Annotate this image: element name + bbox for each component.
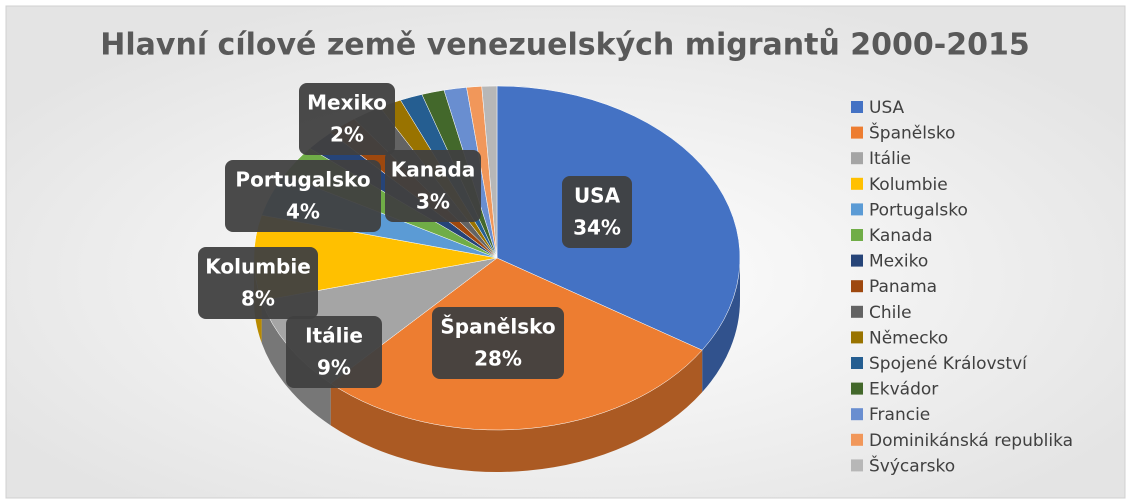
legend-swatch: [851, 177, 863, 190]
legend-label: Španělsko: [869, 122, 955, 144]
data-label-name: Mexiko: [307, 91, 387, 115]
legend-label: Francie: [869, 405, 930, 425]
data-label-value: 4%: [286, 200, 320, 224]
data-label-value: 28%: [474, 347, 522, 371]
legend-swatch: [851, 331, 863, 344]
data-label-box: [432, 307, 564, 379]
legend-label: Panama: [869, 277, 937, 297]
legend-swatch: [851, 280, 863, 293]
legend: USA Španělsko Itálie Kolumbie Portugalsko Kan…: [851, 98, 1073, 476]
legend-swatch: [851, 459, 863, 472]
legend-label: Portugalsko: [869, 200, 968, 220]
legend-label: Německo: [869, 328, 948, 348]
legend-swatch: [851, 229, 863, 241]
legend-swatch: [851, 408, 863, 421]
legend-label: Chile: [869, 303, 912, 323]
data-labels: USA 34% Španělsko 28% Itálie 9% Kolumbie 8% Port…: [198, 83, 632, 388]
legend-label: Spojené Království: [869, 354, 1028, 374]
legend-swatch: [851, 433, 863, 446]
legend-swatch: [851, 254, 863, 267]
data-label-name: Kanada: [391, 158, 476, 182]
data-label-box: [299, 83, 395, 155]
data-label-value: 3%: [416, 190, 450, 214]
legend-swatch: [851, 126, 863, 139]
legend-label: Mexiko: [869, 252, 928, 272]
data-label-value: 2%: [330, 123, 364, 147]
pie-slice: [481, 85, 498, 259]
chart-title: Hlavní cílové země venezuelských migrant…: [100, 27, 1029, 63]
data-label-box: [562, 176, 632, 248]
data-label-name: USA: [574, 184, 621, 208]
legend-swatch: [851, 357, 863, 369]
legend-swatch: [851, 101, 863, 113]
pie-side: [330, 350, 703, 472]
data-label-name: Portugalsko: [235, 168, 370, 192]
data-label-name: Kolumbie: [205, 255, 311, 279]
legend-label: Itálie: [869, 149, 911, 169]
data-label-box: [225, 160, 381, 232]
data-label-name: Španělsko: [440, 315, 555, 339]
legend-label: USA: [869, 98, 905, 118]
data-label-box: [286, 316, 382, 388]
data-label-name: Itálie: [305, 324, 363, 348]
data-label-box: [198, 247, 318, 319]
legend-swatch: [851, 382, 863, 395]
data-label-box: [385, 150, 481, 222]
legend-label: Ekvádor: [869, 380, 938, 400]
legend-label: Kanada: [869, 226, 933, 246]
data-label-value: 9%: [317, 356, 351, 380]
legend-label: Švýcarsko: [869, 454, 955, 476]
legend-swatch: [851, 203, 863, 216]
legend-label: Dominikánská republika: [869, 431, 1073, 451]
data-label-value: 34%: [573, 216, 621, 240]
legend-swatch: [851, 305, 863, 318]
data-label-value: 8%: [241, 287, 275, 311]
legend-label: Kolumbie: [869, 175, 948, 195]
legend-swatch: [851, 152, 863, 165]
